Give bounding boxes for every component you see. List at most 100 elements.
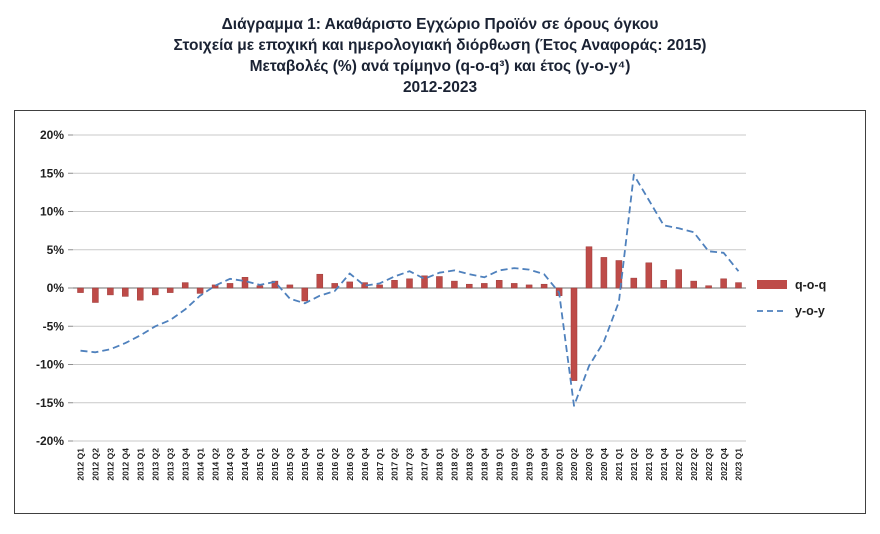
x-axis-label: 2014 Q2 xyxy=(210,448,220,481)
y-axis-label: 0% xyxy=(47,281,65,295)
x-axis-label: 2020 Q4 xyxy=(599,448,609,481)
x-axis-label: 2017 Q4 xyxy=(420,448,430,481)
x-axis-label: 2017 Q3 xyxy=(405,448,415,481)
qoq-bar xyxy=(256,285,264,289)
qoq-bar xyxy=(690,280,697,289)
qoq-bar xyxy=(107,287,114,296)
x-axis-label: 2022 Q4 xyxy=(719,448,729,481)
x-axis-label: 2021 Q4 xyxy=(659,448,669,481)
qoq-bar xyxy=(645,262,653,289)
qoq-bar xyxy=(585,246,593,289)
qoq-bar xyxy=(77,287,84,293)
qoq-bar xyxy=(451,280,458,289)
legend-yoy-label: y-o-y xyxy=(795,304,825,318)
qoq-bar xyxy=(376,284,383,289)
qoq-bar xyxy=(510,283,518,289)
x-axis-label: 2014 Q1 xyxy=(195,448,205,481)
x-axis-label: 2013 Q3 xyxy=(165,448,175,481)
qoq-bar xyxy=(152,287,159,296)
gdp-report-page: Διάγραμμα 1: Ακαθάριστο Εγχώριο Προϊόν σ… xyxy=(0,0,880,514)
x-axis-label: 2012 Q2 xyxy=(91,448,101,481)
qoq-bar xyxy=(705,285,712,289)
x-axis-label: 2013 Q4 xyxy=(180,448,190,481)
y-axis-label: -5% xyxy=(43,319,65,333)
x-axis-label: 2015 Q2 xyxy=(270,448,280,481)
qoq-bar xyxy=(241,277,249,289)
qoq-bar xyxy=(211,284,219,289)
qoq-bar xyxy=(346,281,353,289)
x-axis-label: 2017 Q1 xyxy=(375,448,385,481)
chart-title-line2: Στοιχεία με εποχική και ημερολογιακή διό… xyxy=(173,37,707,54)
qoq-bar xyxy=(660,280,667,289)
qoq-bar xyxy=(331,283,338,289)
x-axis-label: 2021 Q1 xyxy=(614,448,624,481)
x-axis-label: 2015 Q3 xyxy=(285,448,295,481)
qoq-bar xyxy=(196,287,204,294)
chart-title-block: Διάγραμμα 1: Ακαθάριστο Εγχώριο Προϊόν σ… xyxy=(0,0,880,98)
qoq-bar xyxy=(540,283,548,289)
x-axis-label: 2021 Q3 xyxy=(644,448,654,481)
qoq-bar xyxy=(301,287,309,302)
qoq-bar xyxy=(122,287,129,297)
qoq-bar xyxy=(316,273,324,289)
x-axis-label: 2020 Q3 xyxy=(584,448,594,481)
qoq-bar xyxy=(735,282,742,289)
y-axis-label: 10% xyxy=(40,205,64,219)
y-axis-label: 15% xyxy=(40,166,64,180)
qoq-bar xyxy=(181,282,189,289)
x-axis-label: 2018 Q2 xyxy=(450,448,460,481)
qoq-bar xyxy=(630,277,638,289)
x-axis-label: 2021 Q2 xyxy=(629,448,639,481)
x-axis-label: 2020 Q1 xyxy=(554,448,564,481)
x-axis-label: 2012 Q4 xyxy=(121,448,131,481)
qoq-bar xyxy=(675,269,682,289)
x-axis-label: 2022 Q1 xyxy=(674,448,684,481)
qoq-bar xyxy=(286,284,294,289)
qoq-bar xyxy=(166,287,174,293)
x-axis-label: 2019 Q4 xyxy=(539,448,549,481)
qoq-bar xyxy=(421,275,428,289)
qoq-bar xyxy=(720,278,727,289)
x-axis-label: 2018 Q1 xyxy=(435,448,445,481)
qoq-bar xyxy=(570,287,578,381)
qoq-bar xyxy=(436,276,443,289)
qoq-bar xyxy=(92,287,99,303)
qoq-bar xyxy=(226,283,234,289)
chart-frame: 20% 15% 10% 5% 0% -5% -10% -15% -20% 2012 Q1 2012 … xyxy=(14,110,866,514)
x-axis-label: 2018 Q3 xyxy=(465,448,475,481)
qoq-bar xyxy=(495,280,503,289)
x-axis-label: 2016 Q3 xyxy=(345,448,355,481)
x-axis-label: 2012 Q3 xyxy=(106,448,116,481)
x-axis-label: 2018 Q4 xyxy=(479,448,489,481)
chart-title-line3: Μεταβολές (%) ανά τρίμηνο (q-o-q³) και έ… xyxy=(249,58,631,75)
x-axis-label: 2013 Q2 xyxy=(150,448,160,481)
x-axis-label: 2015 Q4 xyxy=(300,448,310,481)
y-axis-label: -15% xyxy=(36,396,64,410)
yoy-line xyxy=(80,173,740,407)
qoq-bar xyxy=(406,278,413,289)
x-axis-label: 2023 Q1 xyxy=(734,448,744,481)
chart-title-line1: Διάγραμμα 1: Ακαθάριστο Εγχώριο Προϊόν σ… xyxy=(221,16,659,33)
x-axis-label: 2020 Q2 xyxy=(569,448,579,481)
y-axis-label: -20% xyxy=(36,434,64,448)
qoq-bar xyxy=(481,283,488,289)
x-axis-label: 2017 Q2 xyxy=(390,448,400,481)
y-axis-label: 20% xyxy=(40,128,64,142)
y-axis-label: -10% xyxy=(36,358,64,372)
x-axis-label: 2013 Q1 xyxy=(136,448,146,481)
qoq-bar xyxy=(525,284,533,289)
x-axis-label: 2016 Q4 xyxy=(360,448,370,481)
x-axis-label: 2019 Q1 xyxy=(494,448,504,481)
legend-qoq-label: q-o-q xyxy=(795,278,826,292)
qoq-bar xyxy=(137,287,144,301)
legend-qoq-swatch xyxy=(757,280,787,289)
x-axis-label: 2016 Q1 xyxy=(315,448,325,481)
chart-title-line4: 2012-2023 xyxy=(402,79,478,96)
gdp-chart-svg: 20% 15% 10% 5% 0% -5% -10% -15% -20% 2012 Q1 2012 … xyxy=(36,128,826,481)
y-axis-label: 5% xyxy=(47,243,65,257)
qoq-bar xyxy=(391,280,398,289)
x-axis-label: 2022 Q2 xyxy=(689,448,699,481)
x-axis-label: 2022 Q3 xyxy=(704,448,714,481)
x-axis-label: 2019 Q3 xyxy=(524,448,534,481)
x-axis-label: 2014 Q4 xyxy=(240,448,250,481)
